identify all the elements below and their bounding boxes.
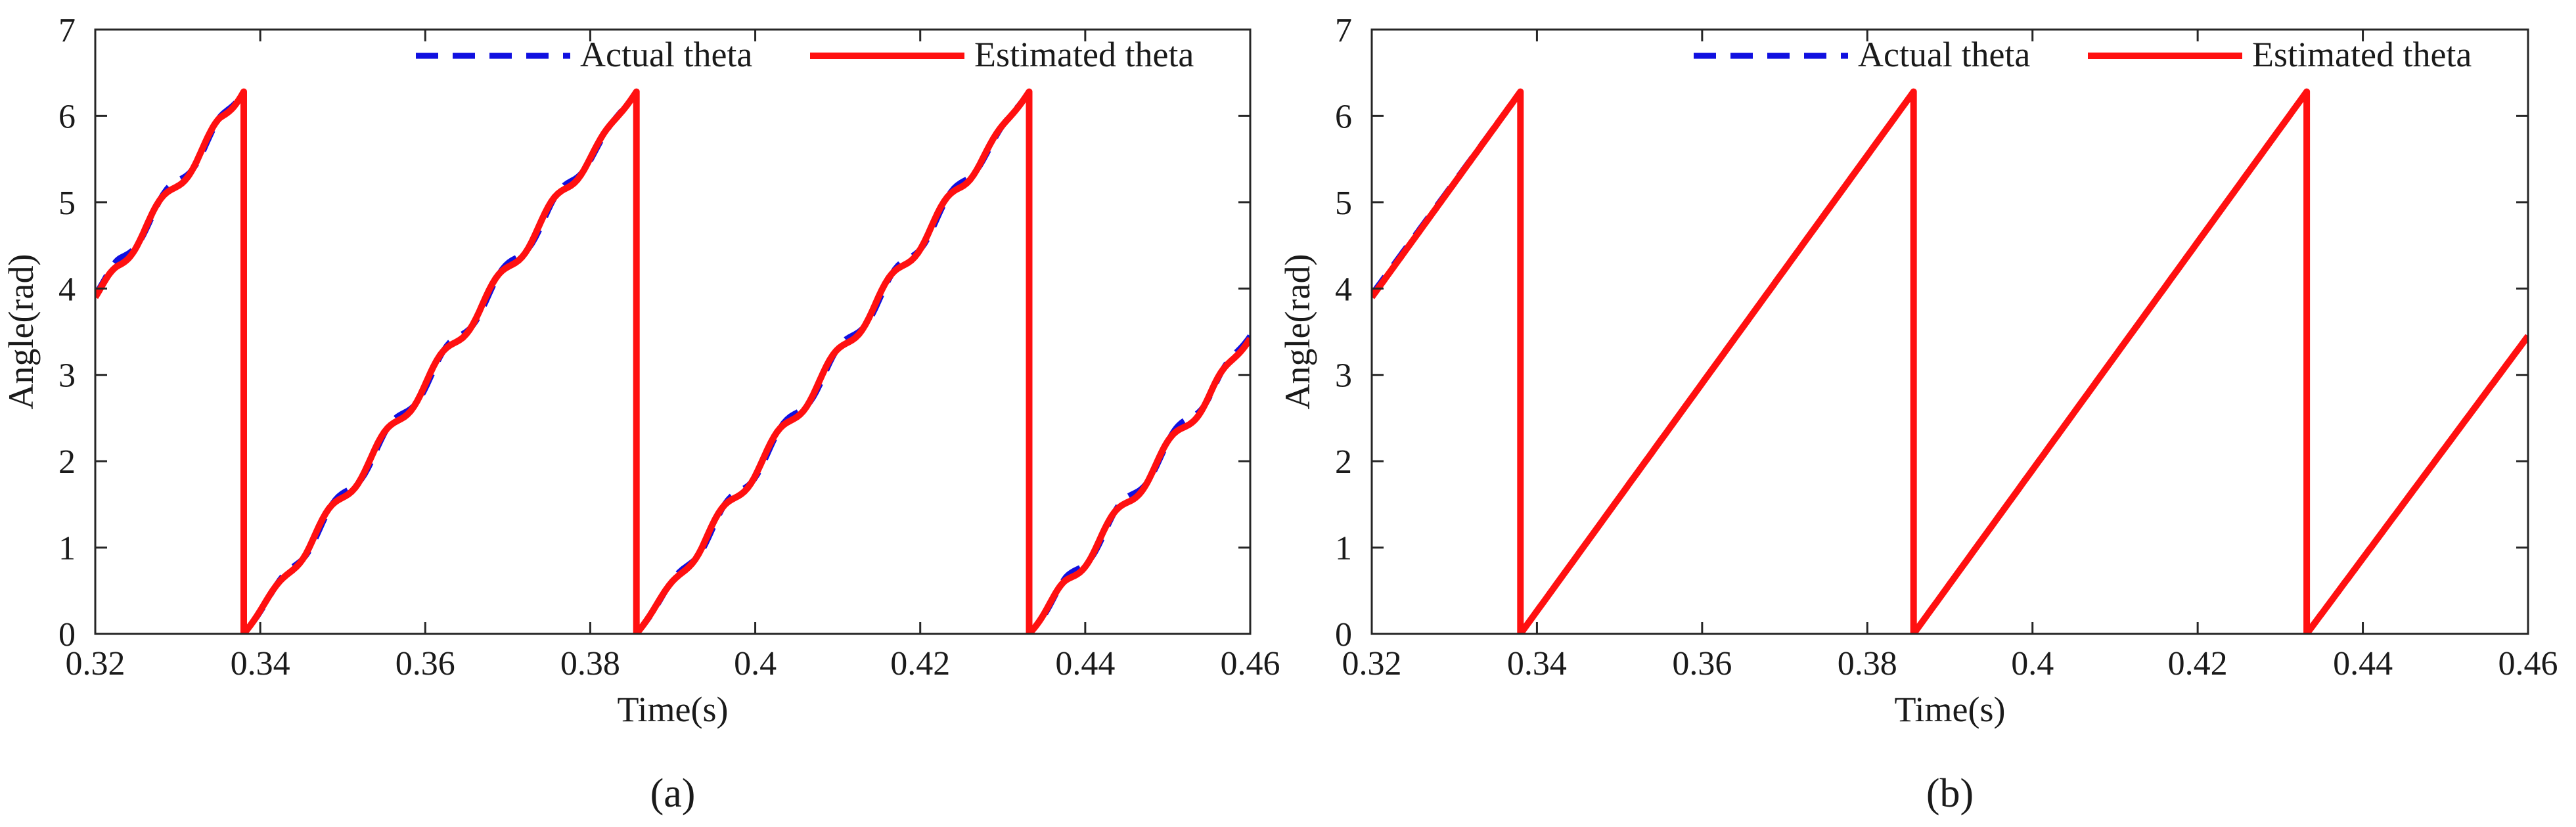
legend-label-estimated-theta: Estimated theta: [2252, 35, 2472, 74]
axes-frame: [1370, 28, 2529, 635]
x-tick-label: 0.46: [2498, 645, 2558, 682]
x-tick-label: 0.34: [231, 645, 290, 682]
x-axis-label: Time(s): [1894, 690, 2005, 729]
x-tick-label: 0.36: [395, 645, 455, 682]
series-line-actual-theta: [95, 89, 1250, 634]
y-tick-label: 7: [1335, 12, 1352, 49]
x-axis-label: Time(s): [617, 690, 728, 729]
x-tick-label: 0.46: [1221, 645, 1280, 682]
x-tick-label: 0.4: [734, 645, 777, 682]
y-tick-label: 3: [58, 357, 76, 395]
series-line-estimated-theta: [1372, 88, 2528, 634]
series-line-estimated-theta: [95, 88, 1250, 634]
y-tick-label: 5: [58, 185, 76, 222]
chart-panel-a: 0.32 0.34 0.36 0.38 0.4 0.42 0.44 0.46 0 1 2 3 4 5 6 7 T…: [1, 12, 1280, 816]
legend-label-actual-theta: Actual theta: [580, 35, 752, 74]
legend-label-actual-theta: Actual theta: [1858, 35, 2030, 74]
x-tick-label: 0.34: [1507, 645, 1567, 682]
x-tick-label: 0.32: [1342, 645, 1402, 682]
axes-frame: [94, 28, 1252, 635]
x-tick-label: 0.42: [2168, 645, 2228, 682]
x-tick-label: 0.38: [1838, 645, 1897, 682]
y-tick-label: 2: [1335, 443, 1352, 481]
y-tick-label: 2: [58, 443, 76, 481]
y-axis-label: Angle(rad): [1, 254, 41, 410]
x-tick-label: 0.36: [1672, 645, 1732, 682]
x-tick-label: 0.32: [66, 645, 125, 682]
y-tick-label: 6: [1335, 98, 1352, 135]
y-tick-label: 1: [1335, 530, 1352, 568]
x-tick-label: 0.38: [560, 645, 620, 682]
y-tick-label: 0: [58, 616, 76, 654]
x-tick-label: 0.44: [2333, 645, 2393, 682]
x-tick-label: 0.42: [890, 645, 950, 682]
x-tick-label: 0.44: [1055, 645, 1115, 682]
y-tick-label: 4: [58, 271, 76, 308]
series-line-actual-theta: [1372, 89, 2528, 634]
x-tick-label: 0.4: [2011, 645, 2054, 682]
y-tick-label: 6: [58, 98, 76, 135]
legend-label-estimated-theta: Estimated theta: [974, 35, 1194, 74]
y-tick-label: 7: [58, 12, 76, 49]
y-tick-label: 0: [1335, 616, 1352, 654]
panel-label: (b): [1926, 771, 1974, 816]
chart-panel-b: 0.32 0.34 0.36 0.38 0.4 0.42 0.44 0.46 0 1 2 3 4 5 6 7 T…: [1278, 12, 2558, 816]
y-tick-label: 3: [1335, 357, 1352, 395]
panel-label: (a): [650, 771, 696, 816]
y-tick-label: 4: [1335, 271, 1352, 308]
y-tick-label: 5: [1335, 185, 1352, 222]
y-tick-label: 1: [58, 530, 76, 568]
y-axis-label: Angle(rad): [1278, 254, 1317, 410]
